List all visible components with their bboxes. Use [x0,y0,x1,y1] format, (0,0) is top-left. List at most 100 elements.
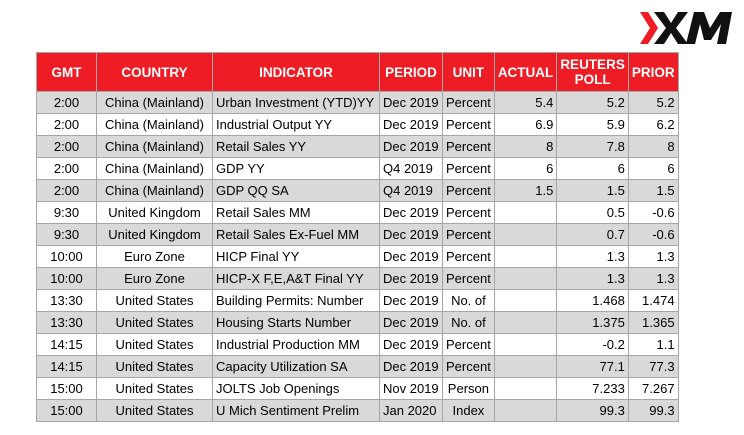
cell-actual: 6 [493,157,558,180]
cell-period: Dec 2019 [379,267,443,290]
cell-indicator: Retail Sales YY [212,135,380,158]
cell-gmt: 15:00 [36,399,97,422]
cell-period: Dec 2019 [379,91,443,114]
header-period: PERIOD [379,52,443,92]
table-row: 15:00 United States JOLTS Job Openings Nov … [36,377,679,400]
cell-country: China (Mainland) [96,179,213,202]
cell-gmt: 13:30 [36,289,97,312]
cell-gmt: 2:00 [36,135,97,158]
cell-reuters-poll: 77.1 [556,355,629,378]
table-row: 10:00 Euro Zone HICP-X F,E,A&T Final YY Dec… [36,267,679,290]
header-unit: UNIT [442,52,495,92]
table-row: 10:00 Euro Zone HICP Final YY Dec 2019 Perce… [36,245,679,268]
cell-period: Jan 2020 [379,399,443,422]
cell-country: United States [96,333,213,356]
cell-country: China (Mainland) [96,113,213,136]
cell-reuters-poll: 5.2 [556,91,629,114]
cell-prior: 1.3 [627,267,679,290]
cell-unit: Percent [442,113,495,136]
cell-country: United States [96,289,213,312]
cell-period: Dec 2019 [379,333,443,356]
cell-country: China (Mainland) [96,135,213,158]
cell-reuters-poll: 1.3 [556,267,629,290]
cell-unit: No. of [442,289,495,312]
cell-country: United Kingdom [96,223,213,246]
cell-country: China (Mainland) [96,157,213,180]
cell-actual [493,289,558,312]
cell-indicator: Housing Starts Number [212,311,380,334]
header-gmt: GMT [36,52,97,92]
cell-actual [493,311,558,334]
cell-gmt: 2:00 [36,91,97,114]
cell-country: United States [96,311,213,334]
table-row: 2:00 China (Mainland) Retail Sales YY Dec 2… [36,135,679,158]
cell-indicator: HICP Final YY [212,245,380,268]
cell-reuters-poll: 1.5 [556,179,629,202]
cell-country: Euro Zone [96,245,213,268]
cell-unit: Percent [442,223,495,246]
cell-gmt: 14:15 [36,355,97,378]
table-body: 2:00 China (Mainland) Urban Investment (YT… [36,91,679,422]
table-row: 14:15 United States Industrial Production … [36,333,679,356]
cell-indicator: HICP-X F,E,A&T Final YY [212,267,380,290]
cell-reuters-poll: 1.468 [556,289,629,312]
cell-prior: 8 [627,135,679,158]
header-country: COUNTRY [96,52,213,92]
table-row: 2:00 China (Mainland) Industrial Output YY… [36,113,679,136]
cell-actual [493,201,558,224]
logo-chevron-shape [640,12,658,44]
cell-period: Q4 2019 [379,179,443,202]
cell-reuters-poll: 5.9 [556,113,629,136]
cell-unit: Percent [442,179,495,202]
cell-unit: Percent [442,135,495,158]
table-row: 15:00 United States U Mich Sentiment Preli… [36,399,679,422]
cell-actual: 6.9 [493,113,558,136]
cell-indicator: GDP YY [212,157,380,180]
cell-prior: 6 [627,157,679,180]
cell-period: Dec 2019 [379,311,443,334]
cell-period: Dec 2019 [379,289,443,312]
cell-prior: 1.365 [627,311,679,334]
cell-actual [493,333,558,356]
cell-actual [493,267,558,290]
table-row: 13:30 United States Building Permits: Numb… [36,289,679,312]
cell-indicator: Retail Sales Ex-Fuel MM [212,223,380,246]
cell-reuters-poll: 0.5 [556,201,629,224]
cell-country: Euro Zone [96,267,213,290]
table-row: 2:00 China (Mainland) Urban Investment (YT… [36,91,679,114]
cell-actual [493,223,558,246]
cell-prior: -0.6 [627,201,679,224]
cell-gmt: 9:30 [36,223,97,246]
cell-unit: Percent [442,157,495,180]
cell-indicator: Capacity Utilization SA [212,355,380,378]
cell-gmt: 10:00 [36,245,97,268]
cell-unit: Percent [442,355,495,378]
cell-reuters-poll: 7.233 [556,377,629,400]
cell-unit: Percent [442,201,495,224]
cell-prior: 5.2 [627,91,679,114]
cell-unit: Person [442,377,495,400]
cell-indicator: Industrial Output YY [212,113,380,136]
cell-indicator: U Mich Sentiment Prelim [212,399,380,422]
logo-m-shape [686,12,732,44]
cell-reuters-poll: -0.2 [556,333,629,356]
table-row: 9:30 United Kingdom Retail Sales Ex-Fuel M… [36,223,679,246]
cell-gmt: 2:00 [36,179,97,202]
cell-prior: 1.5 [627,179,679,202]
cell-actual [493,399,558,422]
cell-country: China (Mainland) [96,91,213,114]
cell-gmt: 10:00 [36,267,97,290]
table-row: 14:15 United States Capacity Utilization S… [36,355,679,378]
cell-gmt: 2:00 [36,113,97,136]
cell-actual: 8 [493,135,558,158]
cell-indicator: Urban Investment (YTD)YY [212,91,380,114]
cell-prior: -0.6 [627,223,679,246]
cell-period: Dec 2019 [379,223,443,246]
cell-country: United States [96,377,213,400]
table-header-row: GMT COUNTRY INDICATOR PERIOD UNIT ACTUAL… [36,52,679,92]
cell-prior: 1.3 [627,245,679,268]
table-row: 2:00 China (Mainland) GDP QQ SA Q4 2019 Perc… [36,179,679,202]
cell-country: United States [96,399,213,422]
cell-actual: 1.5 [493,179,558,202]
cell-indicator: Retail Sales MM [212,201,380,224]
